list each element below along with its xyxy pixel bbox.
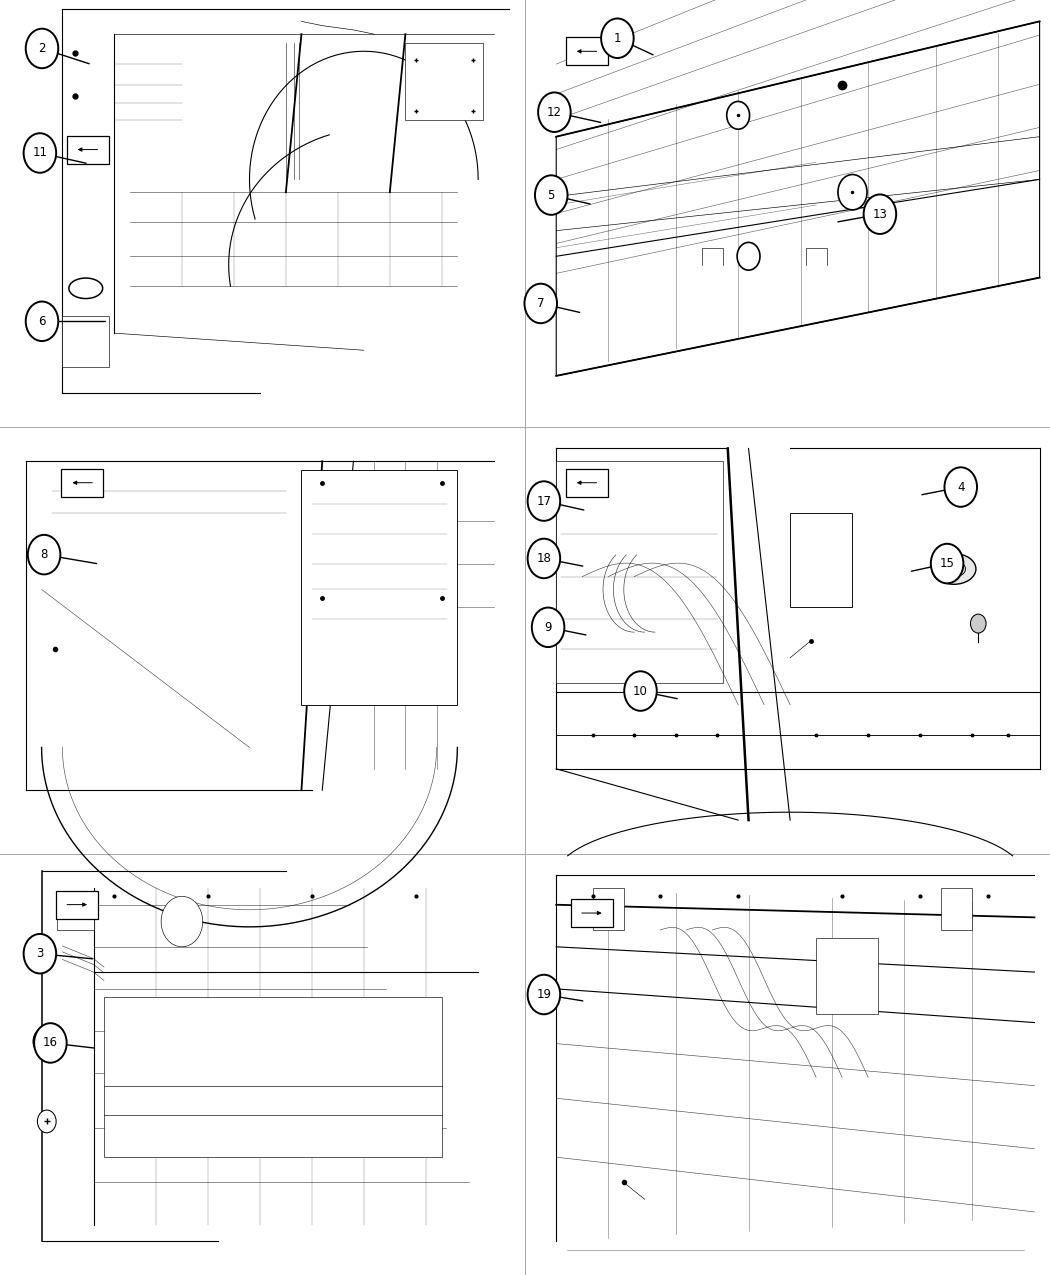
FancyBboxPatch shape (66, 135, 108, 163)
Text: 1: 1 (613, 32, 622, 45)
Circle shape (970, 615, 986, 634)
Text: 9: 9 (544, 621, 552, 634)
Circle shape (23, 933, 57, 974)
Circle shape (524, 283, 557, 324)
Circle shape (527, 538, 561, 579)
Bar (405, 43, 483, 120)
Text: 18: 18 (537, 552, 551, 565)
Ellipse shape (39, 1030, 60, 1052)
FancyBboxPatch shape (566, 37, 608, 65)
Bar (301, 469, 458, 705)
Bar (816, 938, 879, 1014)
Text: 13: 13 (873, 208, 887, 221)
Text: 19: 19 (537, 988, 551, 1001)
Text: 12: 12 (547, 106, 562, 119)
Text: 6: 6 (38, 315, 46, 328)
Circle shape (38, 1111, 56, 1132)
Text: 4: 4 (957, 481, 965, 493)
Bar (62, 316, 109, 367)
FancyBboxPatch shape (571, 899, 613, 927)
Circle shape (34, 1023, 67, 1063)
FancyBboxPatch shape (61, 469, 103, 497)
Text: 17: 17 (537, 495, 551, 507)
Circle shape (601, 18, 633, 59)
Text: 8: 8 (40, 548, 48, 561)
Circle shape (624, 671, 657, 711)
Text: 2: 2 (38, 42, 46, 55)
Circle shape (944, 467, 977, 507)
Text: 3: 3 (36, 947, 44, 960)
Circle shape (25, 301, 59, 342)
Bar (104, 997, 442, 1158)
Circle shape (161, 896, 203, 947)
Circle shape (838, 175, 867, 210)
Text: 10: 10 (633, 685, 648, 697)
Ellipse shape (69, 278, 103, 298)
Circle shape (863, 195, 897, 235)
Circle shape (25, 29, 59, 69)
Bar (941, 887, 972, 929)
Circle shape (534, 176, 567, 215)
Text: 5: 5 (547, 189, 555, 201)
Circle shape (727, 102, 750, 129)
Circle shape (28, 536, 61, 575)
Circle shape (532, 607, 565, 648)
Bar (57, 896, 93, 929)
Text: 15: 15 (940, 557, 954, 570)
Ellipse shape (942, 561, 966, 578)
Ellipse shape (34, 1025, 65, 1057)
FancyBboxPatch shape (56, 890, 98, 918)
Bar (790, 513, 853, 607)
Bar (556, 462, 722, 683)
Text: 16: 16 (43, 1037, 58, 1049)
Text: 7: 7 (537, 297, 545, 310)
Circle shape (538, 93, 571, 133)
FancyBboxPatch shape (566, 469, 608, 497)
Circle shape (527, 974, 561, 1015)
Bar (592, 887, 624, 929)
Circle shape (527, 482, 561, 521)
Ellipse shape (931, 553, 975, 584)
Circle shape (23, 134, 57, 173)
Circle shape (931, 543, 964, 584)
Circle shape (737, 242, 760, 270)
Text: 11: 11 (33, 147, 47, 159)
